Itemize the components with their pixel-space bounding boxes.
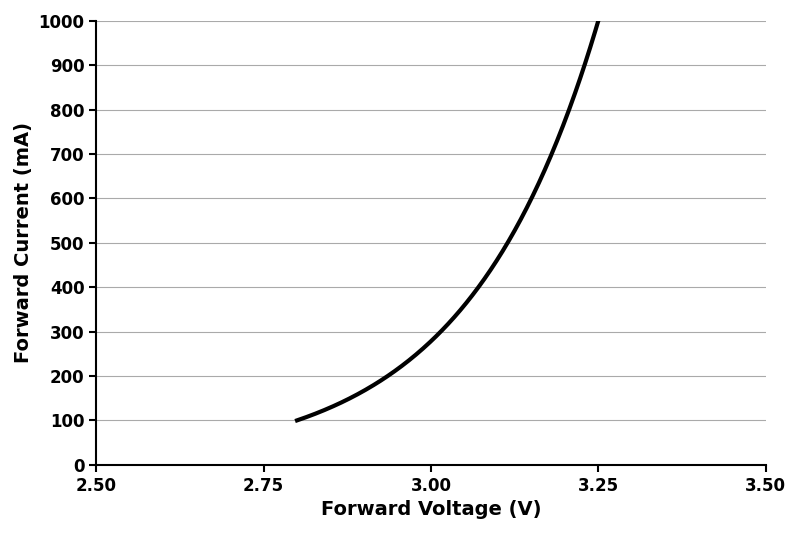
Y-axis label: Forward Current (mA): Forward Current (mA) [14, 122, 33, 364]
X-axis label: Forward Voltage (V): Forward Voltage (V) [321, 500, 541, 519]
